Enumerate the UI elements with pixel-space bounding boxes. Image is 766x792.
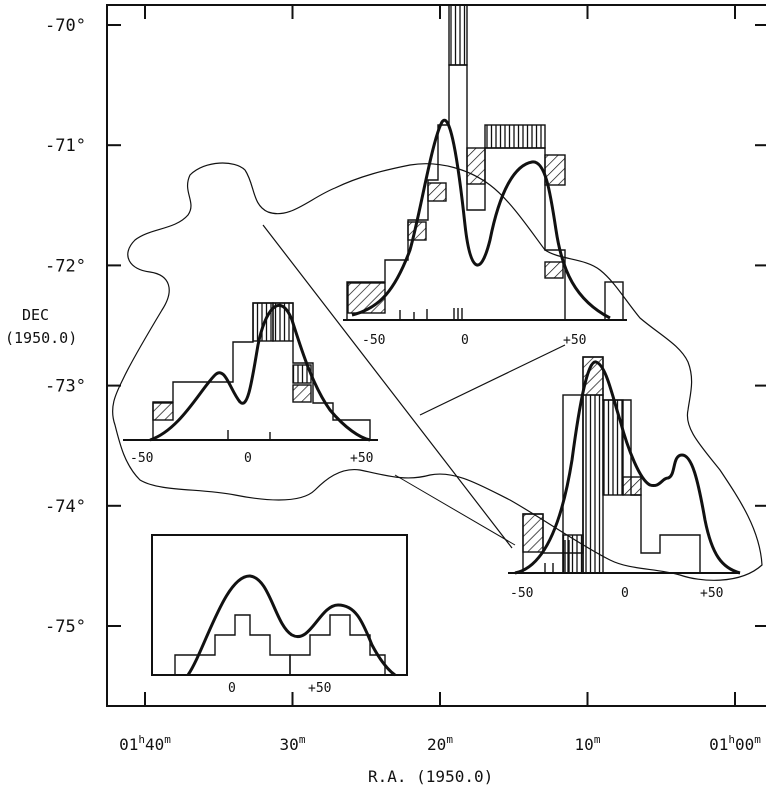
velocity-tick-label: 0 xyxy=(461,333,469,348)
inset-west: -50 0 +50 xyxy=(123,302,378,466)
connector-line-1 xyxy=(262,224,513,549)
axis-ticks xyxy=(107,5,766,706)
histogram-bar xyxy=(602,399,624,496)
velocity-tick-label: -50 xyxy=(362,333,385,348)
histogram-bar xyxy=(544,154,566,186)
inset-north-east: -50 0 +50 xyxy=(343,4,627,348)
velocity-tick-label: 0 xyxy=(621,586,629,601)
histogram-bar xyxy=(292,384,312,403)
x-tick-label: 30m xyxy=(280,733,306,754)
histogram-outline xyxy=(346,64,566,320)
velocity-tick-label: +50 xyxy=(563,333,586,348)
y-tick-label: -75° xyxy=(45,617,86,637)
velocity-marks xyxy=(227,430,271,440)
histogram-bar xyxy=(484,124,546,149)
profile-curve xyxy=(351,118,611,320)
histogram-bar xyxy=(272,302,294,342)
inset-south-east: -50 0 +50 xyxy=(508,356,741,601)
histogram-bar xyxy=(622,476,642,496)
histogram-bar xyxy=(347,282,386,314)
velocity-tick-label: -50 xyxy=(130,451,153,466)
x-tick-label: 20m xyxy=(427,733,453,754)
histogram-bar xyxy=(582,394,604,574)
y-tick-label: -73° xyxy=(45,377,86,397)
velocity-tick-label: 0 xyxy=(244,451,252,466)
velocity-tick-label: -50 xyxy=(510,586,533,601)
x-tick-label: 01h00m xyxy=(709,733,761,754)
plot-frame xyxy=(106,4,766,707)
profile-curve xyxy=(514,360,741,575)
y-tick-labels: -70° -71° -72° -73° -74° -75° xyxy=(45,16,86,637)
histogram-bar-tall xyxy=(448,4,468,66)
y-tick-label: -70° xyxy=(45,16,86,36)
connector-line-2 xyxy=(419,344,566,416)
histogram-outline xyxy=(289,614,386,675)
velocity-marks xyxy=(399,308,463,320)
histogram-bar xyxy=(544,261,564,279)
y-axis-label-line1: DEC xyxy=(22,306,49,324)
velocity-tick-label: 0 xyxy=(228,681,236,696)
y-tick-label: -71° xyxy=(45,136,86,156)
velocity-tick-label: +50 xyxy=(700,586,723,601)
histogram-bar xyxy=(466,147,486,185)
x-tick-labels: 01h40m30m20m10m01h00m50m40m30m20m xyxy=(119,733,761,754)
inset-combined: 0 +50 xyxy=(151,534,408,696)
velocity-marks xyxy=(544,540,570,573)
x-tick-label: 10m xyxy=(575,733,601,754)
y-axis-label-line2: (1950.0) xyxy=(5,329,77,347)
profile-curve xyxy=(186,574,396,677)
histogram-bar xyxy=(427,182,447,202)
inset-box xyxy=(151,534,408,676)
x-axis-label: R.A. (1950.0) xyxy=(368,767,493,786)
connector-line-3 xyxy=(394,474,516,546)
x-tick-label: 01h40m xyxy=(119,733,171,754)
velocity-tick-label: +50 xyxy=(308,681,331,696)
profile-curve xyxy=(149,304,371,442)
y-tick-label: -74° xyxy=(45,497,86,517)
histogram-bar xyxy=(152,402,174,421)
y-tick-label: -72° xyxy=(45,256,86,276)
histogram-bar xyxy=(604,281,624,321)
histogram-bar xyxy=(562,534,584,574)
velocity-tick-label: +50 xyxy=(350,451,373,466)
smc-outline-contour xyxy=(112,162,763,581)
histogram-bar xyxy=(522,513,544,553)
histogram-outline xyxy=(174,614,291,675)
